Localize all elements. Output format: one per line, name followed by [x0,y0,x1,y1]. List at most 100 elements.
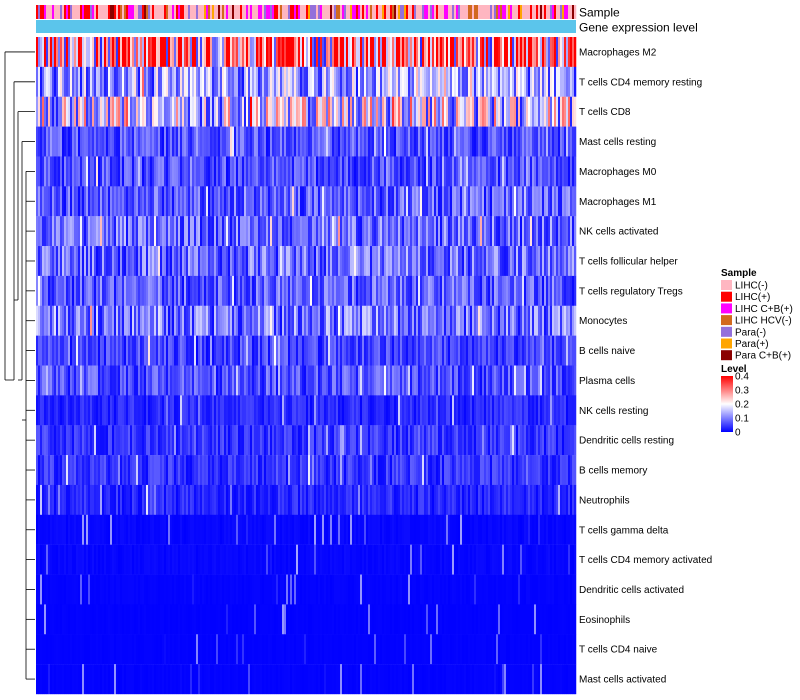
heatmap-cell [156,37,159,68]
heatmap-cell [398,37,401,68]
heatmap-cell [108,216,111,247]
heatmap-cell [470,156,473,187]
heatmap-cell [218,216,221,247]
heatmap-cell [102,514,105,545]
heatmap-cell [538,186,541,217]
heatmap-cell [444,365,447,396]
heatmap-cell [510,246,513,277]
heatmap-cell [318,216,321,247]
heatmap-cell [560,395,563,426]
heatmap-cell [288,66,291,97]
heatmap-cell [404,514,407,545]
heatmap-cell [64,66,67,97]
heatmap-cell [248,305,251,336]
heatmap-cell [162,514,165,545]
heatmap-cell [106,455,109,486]
sample-annotation-cell [86,5,89,19]
heatmap-cell [482,365,485,396]
heatmap-cell [548,484,551,516]
heatmap-cell [500,395,503,426]
heatmap-cell [116,96,119,127]
sample-annotation-cell [304,5,307,19]
heatmap-cell [244,66,247,97]
heatmap-cell [40,544,43,575]
heatmap-cell [362,246,365,277]
heatmap-cell [424,395,427,426]
heatmap-cell [520,66,523,97]
heatmap-cell [132,514,135,545]
sample-annotation-cell [180,5,183,19]
heatmap-cell [268,335,271,366]
heatmap-cell [204,365,207,396]
heatmap-cell [470,484,473,516]
heatmap-cell [528,246,531,277]
heatmap-cell [200,275,203,306]
sample-annotation-cell [130,5,133,19]
heatmap-cell [512,365,515,396]
heatmap-cell [442,305,445,336]
heatmap-cell [304,455,307,486]
heatmap-cell [230,335,233,366]
heatmap-cell [244,365,247,396]
heatmap-cell [164,484,167,516]
heatmap-cell [160,246,163,277]
heatmap-cell [374,484,377,516]
heatmap-cell [498,246,501,277]
heatmap-cell [246,126,249,157]
heatmap-cell [328,514,331,545]
heatmap-cell [42,544,45,575]
heatmap-cell [538,96,541,127]
heatmap-cell [36,305,39,336]
heatmap-cell [360,186,363,217]
heatmap-cell [392,96,395,127]
heatmap-cell [530,66,533,97]
heatmap-cell [470,66,473,97]
heatmap-cell [130,395,133,426]
heatmap-cell [66,544,69,575]
heatmap-cell [462,186,465,217]
heatmap-cell [108,305,111,336]
heatmap-cell [206,126,209,157]
heatmap-cell [104,186,107,217]
heatmap-cell [52,216,55,247]
heatmap-cell [474,395,477,426]
heatmap-cell [320,335,323,366]
heatmap-cell [370,216,373,247]
heatmap-cell [330,66,333,97]
heatmap-cell [96,216,99,247]
sample-annotation-cell [184,5,187,19]
heatmap-cell [74,544,77,575]
heatmap-cell [106,544,109,575]
heatmap-cell [114,186,117,217]
heatmap-cell [454,216,457,247]
heatmap-cell [46,37,49,68]
heatmap-cell [428,335,431,366]
sample-annotation-cell [112,5,115,19]
heatmap-cell [486,395,489,426]
heatmap-cell [178,126,181,157]
heatmap-cell [272,365,275,396]
heatmap-cell [56,335,59,366]
heatmap-cell [228,216,231,247]
heatmap-cell [266,216,269,247]
heatmap-cell [260,455,263,486]
heatmap-cell [194,365,197,396]
heatmap-cell [38,66,41,97]
heatmap-cell [452,514,455,545]
heatmap-cell [160,484,163,516]
sample-annotation-cell [524,5,527,19]
heatmap-cell [58,126,61,157]
heatmap-cell [488,37,491,68]
heatmap-cell [176,37,179,68]
heatmap-cell [428,425,431,456]
heatmap-cell [74,186,77,217]
heatmap-cell [342,514,345,545]
heatmap-cell [114,66,117,97]
heatmap-cell [110,305,113,336]
heatmap-cell [194,335,197,366]
heatmap-cell [274,425,277,456]
heatmap-cell [38,425,41,456]
heatmap-cell [454,66,457,97]
heatmap-cell [106,126,109,157]
heatmap-cell [414,156,417,187]
